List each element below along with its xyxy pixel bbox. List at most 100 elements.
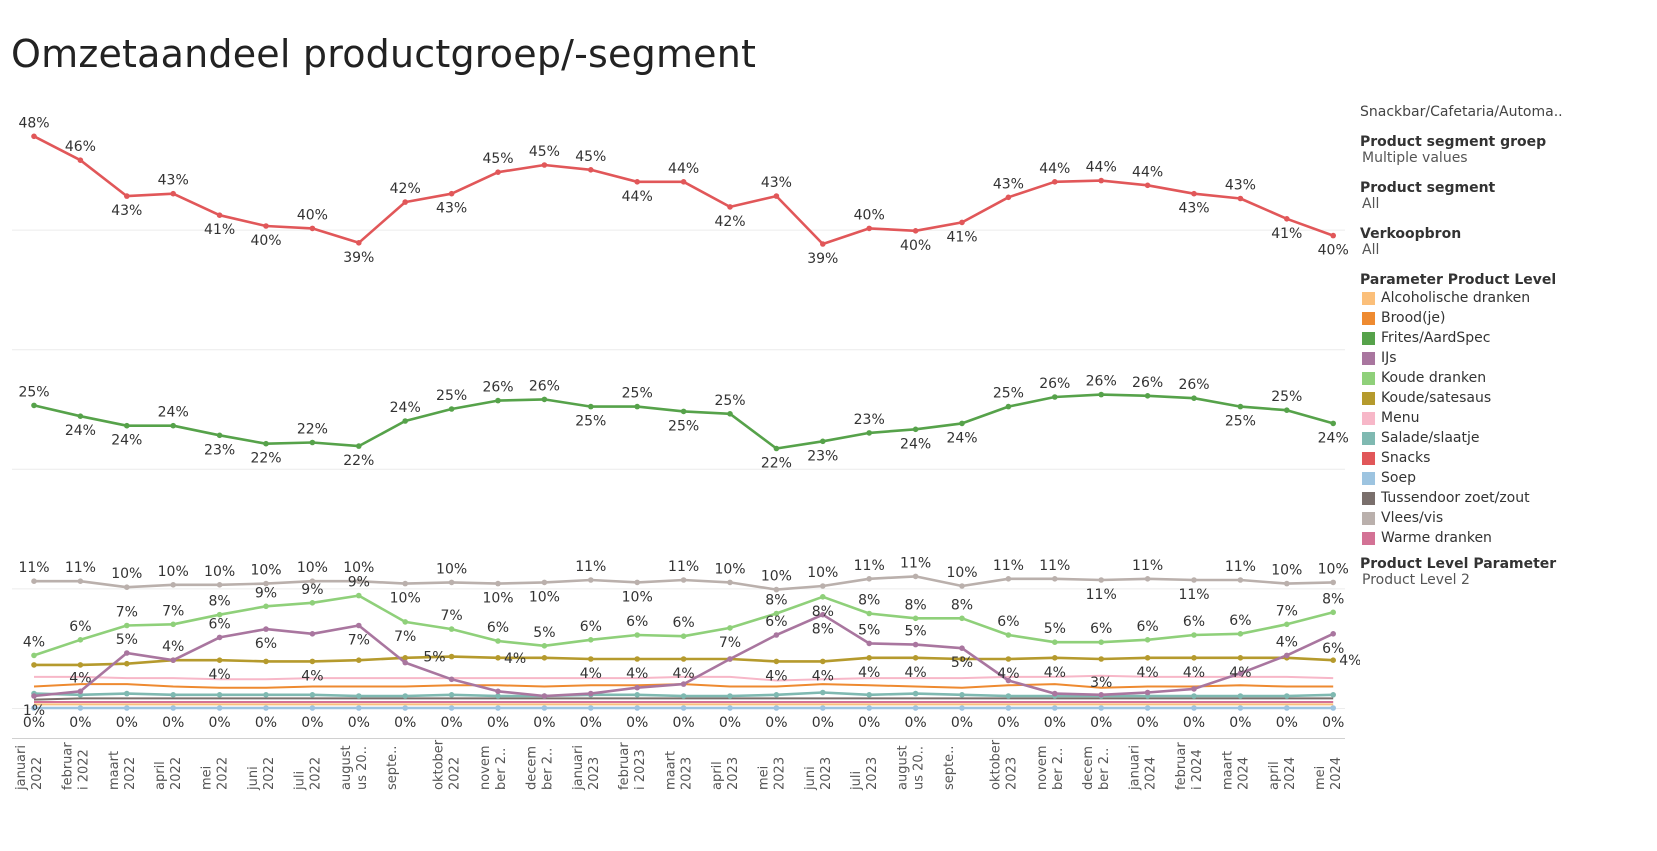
data-label: 0% [904, 715, 926, 731]
data-point [495, 169, 501, 175]
data-point [1237, 693, 1244, 699]
x-tick-line1: oktober [988, 739, 1003, 790]
data-point [309, 225, 316, 232]
data-label: 5% [904, 624, 926, 640]
data-point [866, 692, 872, 698]
data-point [1052, 394, 1058, 400]
data-label: 7% [394, 629, 416, 645]
legend-swatch [1362, 471, 1375, 485]
x-tick-line1: august [339, 745, 354, 790]
x-tick-line2: 2024 [1144, 757, 1159, 790]
data-point [1144, 655, 1151, 661]
x-tick-line2: 2022 [169, 757, 184, 790]
legend-item[interactable]: Brood(je) [1362, 308, 1650, 328]
data-point [495, 705, 501, 711]
filter-product-level-parameter[interactable]: Product Level Parameter Product Level 2 [1360, 556, 1650, 588]
data-label: 25% [436, 388, 467, 404]
x-tick-line1: mei [1313, 766, 1328, 790]
legend-item[interactable]: Vlees/vis [1362, 508, 1650, 528]
data-label: 44% [1132, 164, 1163, 180]
data-point [77, 637, 84, 643]
data-label: 0% [1090, 715, 1112, 731]
data-label: 43% [111, 203, 142, 219]
legend-item[interactable]: Soep [1362, 468, 1650, 488]
data-label: 26% [482, 380, 513, 396]
data-point [170, 621, 176, 628]
data-point [1191, 693, 1197, 699]
x-tick-label: januari 2023 [571, 745, 602, 791]
data-point [31, 652, 37, 659]
data-point [216, 692, 223, 698]
data-point [541, 643, 548, 649]
legend-item[interactable]: Snacks [1362, 448, 1650, 468]
data-label: 7% [116, 605, 138, 621]
legend-item[interactable]: Tussendoor zoet/zout [1362, 488, 1650, 508]
data-point [448, 190, 455, 197]
data-label: 24% [390, 400, 421, 416]
data-point [1191, 686, 1197, 692]
filter-value[interactable]: All [1362, 242, 1380, 258]
data-point [588, 690, 594, 697]
data-point [727, 625, 733, 631]
legend-item[interactable]: IJs [1362, 348, 1650, 368]
data-point [263, 658, 269, 665]
data-label: 41% [1271, 226, 1302, 242]
data-label: 4% [69, 670, 91, 686]
page-title: Omzetaandeel productgroep/-segment [11, 32, 757, 76]
data-label: 0% [1322, 715, 1344, 731]
legend-item[interactable]: Koude dranken [1362, 368, 1650, 388]
data-point [634, 692, 640, 698]
data-label: 10% [436, 561, 467, 577]
filter-product-segment-groep[interactable]: Product segment groep Multiple values [1360, 134, 1650, 166]
filter-verkoopbron[interactable]: Verkoopbron All [1360, 226, 1650, 258]
data-point [588, 577, 594, 583]
data-point [309, 692, 316, 698]
data-point [263, 603, 269, 610]
data-point [541, 396, 548, 403]
data-point [402, 418, 409, 424]
data-point [402, 580, 409, 587]
x-tick-label: juli 2022 [292, 757, 323, 791]
x-tick-label: maart 2023 [664, 751, 695, 790]
data-point [356, 443, 362, 449]
data-point [263, 223, 269, 229]
data-point [1144, 182, 1151, 189]
data-point [216, 705, 223, 711]
filter-value[interactable]: Multiple values [1362, 150, 1468, 166]
legend-label: Tussendoor zoet/zout [1381, 490, 1530, 506]
x-tick-line1: septe.. [942, 746, 957, 790]
legend-item[interactable]: Salade/slaatje [1362, 428, 1650, 448]
data-label: 25% [993, 386, 1024, 402]
legend-item[interactable]: Menu [1362, 408, 1650, 428]
filter-product-segment[interactable]: Product segment All [1360, 180, 1650, 212]
data-label: 6% [1090, 621, 1112, 637]
legend-item[interactable]: Alcoholische dranken [1362, 288, 1650, 308]
data-label: 6% [255, 636, 277, 652]
data-point [495, 397, 501, 404]
channel-filter-value[interactable]: Snackbar/Cafetaria/Automa.. [1360, 104, 1563, 120]
x-tick-line2: 2023 [772, 757, 787, 790]
data-point [1005, 403, 1012, 410]
data-label: 10% [529, 589, 560, 605]
legend-item[interactable]: Frites/AardSpec [1362, 328, 1650, 348]
data-point [402, 199, 409, 205]
data-point [680, 408, 687, 415]
filter-value[interactable]: Product Level 2 [1362, 572, 1470, 588]
x-tick-line1: novem [1035, 745, 1050, 790]
data-point [727, 705, 733, 711]
data-label: 23% [204, 442, 235, 458]
data-point [448, 692, 455, 698]
data-point [1052, 639, 1058, 645]
x-tick-line1: april [153, 761, 168, 790]
data-point [124, 690, 130, 697]
legend-swatch [1362, 391, 1375, 405]
data-point [912, 573, 919, 580]
data-point [356, 592, 362, 599]
data-point [912, 690, 919, 697]
filter-value[interactable]: All [1362, 196, 1380, 212]
legend-item[interactable]: Warme dranken [1362, 528, 1650, 548]
legend-item[interactable]: Koude/satesaus [1362, 388, 1650, 408]
data-point [773, 193, 780, 199]
x-tick-line1: mei [200, 766, 215, 790]
data-label: 41% [946, 229, 977, 245]
